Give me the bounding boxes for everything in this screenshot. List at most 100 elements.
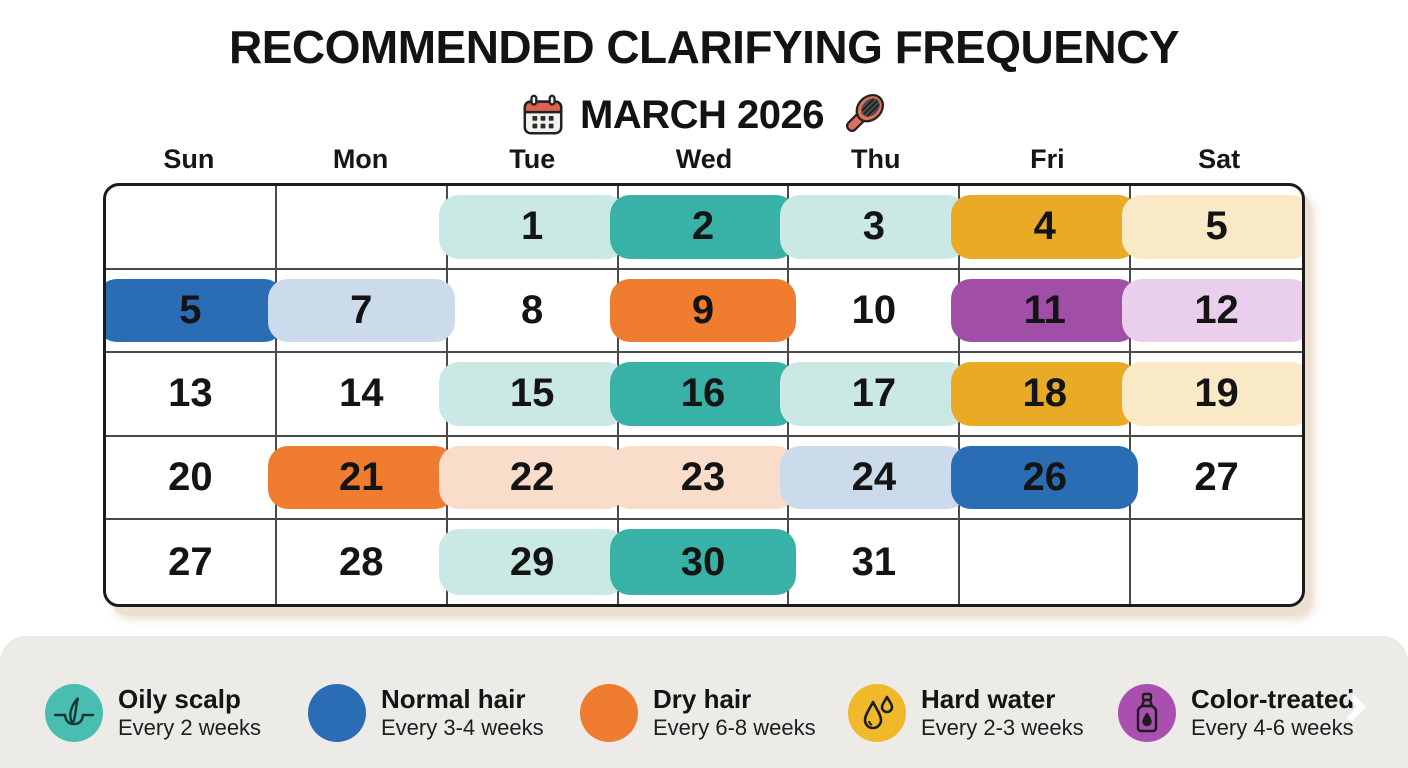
legend-frequency: Every 6-8 weeks: [653, 715, 816, 741]
day-number: 22: [509, 455, 555, 500]
day-highlight-oily-light: [438, 195, 626, 259]
calendar-cell: [960, 520, 1132, 604]
day-header-thu: Thu: [850, 144, 901, 174]
legend-item-color-treated: Color-treated Every 4-6 weeks: [1118, 682, 1354, 744]
calendar-grid: 1 2 3 4 5 5 7 8 9 10 11 12 13 14 15 16 17 18 19 20 21 22 23 24 2…: [106, 186, 1302, 604]
day-highlight-normal-solid: [106, 278, 284, 343]
day-number: 16: [680, 371, 726, 416]
day-number: 3: [862, 204, 885, 249]
day-highlight-dry-solid: [267, 445, 455, 510]
day-number: 30: [680, 539, 726, 584]
day-highlight-oily-light: [438, 362, 626, 426]
day-number: 11: [1023, 287, 1066, 332]
calendar-icon: [520, 92, 566, 138]
legend-label: Normal hair: [381, 684, 526, 715]
day-number: 27: [1194, 455, 1239, 500]
day-highlight-oily-light: [780, 195, 968, 259]
calendar-cell: 15: [438, 353, 626, 437]
day-header-sat: Sat: [1198, 144, 1241, 174]
day-highlight-oily-solid: [609, 529, 797, 595]
calendar-cell: 11: [951, 269, 1139, 354]
day-highlight-hard-solid: [951, 362, 1139, 426]
legend-item-hard-water: Hard water Every 2-3 weeks: [848, 682, 1084, 744]
day-number: 5: [1205, 204, 1228, 249]
day-header-row: Sun Mon Tue Wed Thu Fri Sat: [103, 144, 1305, 180]
day-number: 20: [168, 455, 213, 500]
day-highlight-normal-light: [780, 445, 968, 510]
day-highlight-hard-light: [1122, 195, 1302, 259]
day-highlight-dry-solid: [609, 278, 797, 343]
legend-bar: Oily scalp Every 2 weeks Normal hair Every …: [0, 636, 1408, 768]
calendar-cell: 16: [609, 353, 797, 437]
legend-label: Color-treated: [1191, 684, 1355, 715]
day-highlight-oily-solid: [609, 195, 797, 259]
legend-label: Hard water: [921, 684, 1056, 715]
day-number: 27: [168, 539, 213, 584]
day-number: 5: [179, 287, 202, 332]
legend-label: Oily scalp: [118, 684, 241, 715]
legend-frequency: Every 2-3 weeks: [921, 715, 1084, 741]
day-number: 1: [521, 204, 544, 249]
calendar-cell: 21: [267, 436, 455, 521]
day-highlight-color-solid: [951, 278, 1139, 343]
month-title: MARCH 2026: [580, 92, 824, 137]
day-highlight-oily-light: [780, 362, 968, 426]
calendar-cell: 9: [609, 269, 797, 354]
legend-item-oily-scalp: Oily scalp Every 2 weeks: [45, 682, 261, 744]
calendar-cell: 22: [438, 436, 626, 521]
calendar-cell: 18: [951, 353, 1139, 437]
calendar-cell: 1: [438, 186, 626, 270]
calendar-cell: 5: [106, 269, 284, 354]
day-number: 26: [1022, 455, 1067, 500]
calendar-cell: 4: [951, 186, 1139, 270]
page-title: RECOMMENDED CLARIFYING FREQUENCY: [228, 21, 1180, 73]
calendar-cell: 27: [1131, 437, 1302, 521]
day-number: 17: [851, 371, 897, 416]
day-highlight-normal-solid: [951, 445, 1139, 510]
day-number: 29: [509, 539, 555, 584]
day-number: 10: [851, 287, 897, 332]
day-number: 24: [851, 455, 897, 500]
calendar-cell: 23: [609, 436, 797, 521]
calendar-cell: 30: [609, 520, 797, 604]
day-highlight-color-light: [1122, 278, 1302, 343]
day-header-sun: Sun: [163, 144, 215, 174]
day-number: 2: [691, 204, 715, 249]
calendar-cell: 29: [438, 520, 626, 604]
plain-circle: [308, 684, 366, 742]
day-number: 21: [339, 455, 384, 500]
day-highlight-dry-light: [438, 445, 626, 510]
calendar-cell: 17: [780, 353, 968, 437]
legend-frequency: Every 3-4 weeks: [381, 715, 544, 741]
day-number: 18: [1022, 371, 1067, 416]
day-number: 12: [1194, 287, 1239, 332]
day-highlight-normal-light: [267, 278, 455, 343]
calendar-cell: 28: [277, 520, 448, 604]
hairbrush-icon: [838, 90, 888, 140]
calendar-cell: 10: [789, 269, 961, 354]
legend-item-normal-hair: Normal hair Every 3-4 weeks: [308, 682, 544, 744]
calendar-cell: [1131, 520, 1302, 604]
day-number: 9: [691, 287, 715, 332]
calendar-cell: 31: [789, 520, 961, 604]
calendar-cell: [106, 186, 277, 270]
day-highlight-oily-light: [438, 529, 626, 595]
calendar-cell: 13: [106, 353, 277, 437]
day-highlight-oily-solid: [609, 362, 797, 426]
day-number: 31: [851, 539, 897, 584]
day-header-fri: Fri: [1030, 144, 1065, 174]
month-subtitle-row: MARCH 2026: [0, 86, 1408, 144]
legend-label: Dry hair: [653, 684, 752, 715]
day-number: 19: [1194, 371, 1239, 416]
day-number: 7: [350, 287, 373, 332]
calendar-cell: 12: [1122, 270, 1302, 354]
calendar-cell: 26: [951, 436, 1139, 521]
calendar-cell: 7: [267, 269, 455, 354]
calendar-cell: 19: [1122, 353, 1302, 437]
day-highlight-hard-light: [1122, 362, 1302, 426]
day-header-mon: Mon: [332, 144, 389, 174]
legend-item-dry-hair: Dry hair Every 6-8 weeks: [580, 682, 816, 744]
day-number: 23: [680, 455, 726, 500]
plain-circle: [580, 684, 638, 742]
day-highlight-dry-light: [609, 445, 797, 510]
